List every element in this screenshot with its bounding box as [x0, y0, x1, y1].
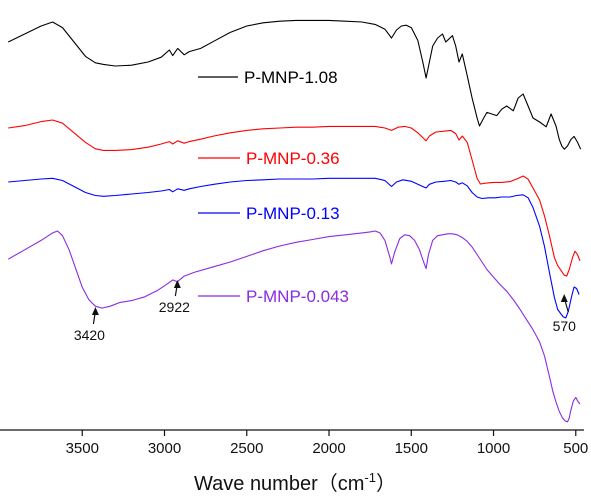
x-axis-title-main: Wave number（cm — [194, 472, 364, 495]
x-ticks: 3500 3000 2500 2000 1500 1000 500 — [66, 430, 588, 457]
legend: P-MNP-1.08 P-MNP-0.36 P-MNP-0.13 P-MNP-0.04… — [198, 68, 349, 306]
annotation-label-2922: 2922 — [159, 299, 190, 315]
x-tick-label-3500: 3500 — [66, 440, 99, 457]
annotation-label-570: 570 — [553, 318, 577, 334]
x-tick-label-2500: 2500 — [230, 440, 263, 457]
annotation-arrow-head-570 — [560, 294, 568, 302]
legend-label-p-mnp-1.08: P-MNP-1.08 — [244, 68, 338, 87]
legend-label-p-mnp-0.043: P-MNP-0.043 — [246, 287, 349, 306]
series-group — [7, 19, 582, 423]
x-tick-label-2000: 2000 — [312, 440, 345, 457]
x-axis-title-suffix: ） — [376, 472, 396, 495]
annotation-arrow-head-2922 — [173, 280, 181, 288]
x-tick-label-500: 500 — [563, 440, 588, 457]
series-line-p-mnp-0.13 — [8, 177, 580, 319]
annotation-label-3420: 3420 — [74, 327, 105, 343]
x-tick-label-1500: 1500 — [395, 440, 428, 457]
series-line-p-mnp-0.36 — [8, 119, 581, 277]
series-line-p-mnp-0.043 — [7, 230, 581, 423]
x-axis: 3500 3000 2500 2000 1500 1000 500 — [0, 429, 588, 457]
legend-label-p-mnp-0.13: P-MNP-0.13 — [246, 204, 340, 223]
series-line-p-mnp-1.08 — [7, 19, 582, 150]
x-axis-title-superscript: -1 — [364, 470, 376, 485]
x-axis-title: Wave number（cm-1） — [194, 470, 396, 495]
x-tick-label-1000: 1000 — [477, 440, 510, 457]
x-tick-label-3000: 3000 — [148, 440, 181, 457]
annotation-arrow-head-3420 — [91, 307, 99, 315]
legend-label-p-mnp-0.36: P-MNP-0.36 — [246, 149, 340, 168]
plot-area: P-MNP-1.08 P-MNP-0.36 P-MNP-0.13 P-MNP-0.04… — [7, 19, 582, 423]
annotations: 3420 2922 570 — [74, 280, 576, 343]
